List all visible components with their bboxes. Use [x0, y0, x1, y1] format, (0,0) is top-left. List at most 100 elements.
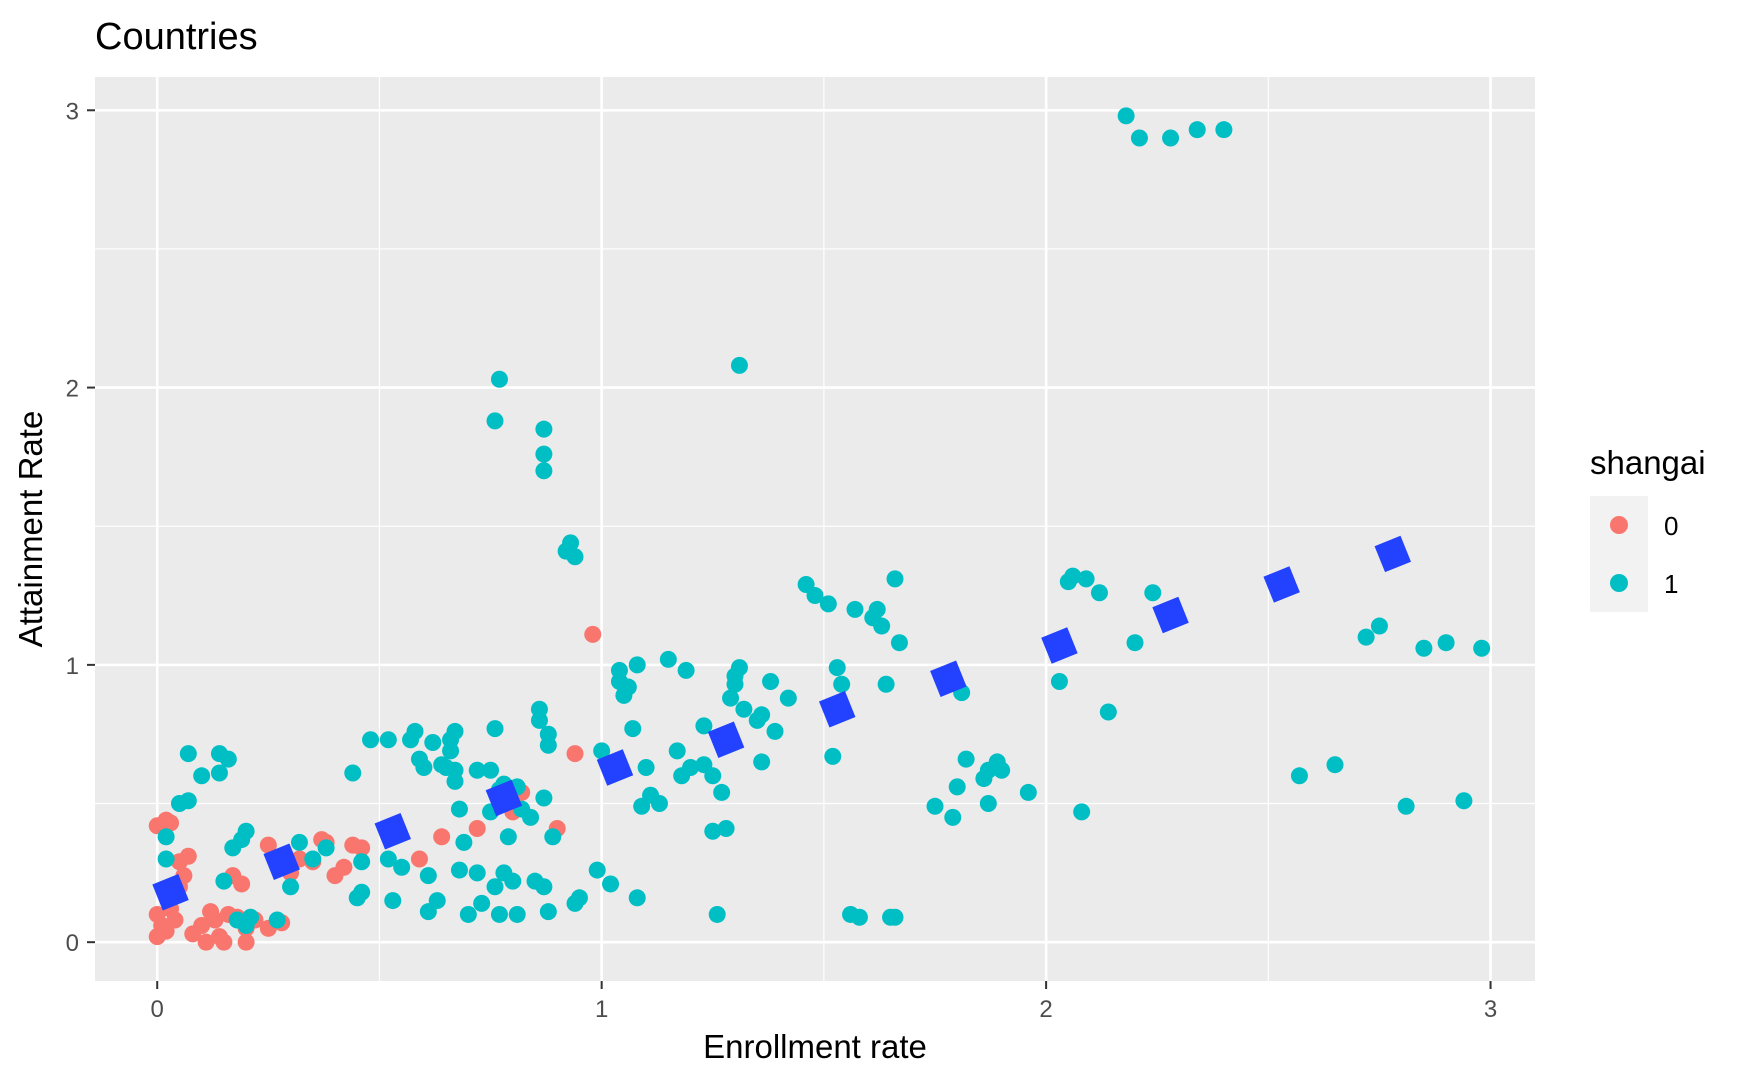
- legend-title: shangai: [1590, 444, 1706, 481]
- data-point-1: [539, 903, 557, 921]
- data-point-1: [948, 778, 966, 796]
- data-points: [148, 107, 1491, 951]
- data-point-1: [868, 600, 886, 618]
- data-point-0: [215, 933, 233, 951]
- data-point-1: [473, 894, 491, 912]
- data-point-1: [730, 659, 748, 677]
- fit-marker: [1263, 566, 1300, 603]
- data-point-0: [566, 745, 584, 763]
- data-point-1: [562, 534, 580, 552]
- data-point-1: [179, 745, 197, 763]
- data-point-1: [1455, 792, 1473, 810]
- data-point-1: [993, 761, 1011, 779]
- fit-marker: [263, 843, 300, 880]
- data-point-1: [468, 864, 486, 882]
- data-point-1: [886, 908, 904, 926]
- data-point-1: [1357, 628, 1375, 646]
- data-point-1: [628, 656, 646, 674]
- legend: shangai 0 1: [1590, 444, 1706, 612]
- data-point-1: [1126, 634, 1144, 652]
- data-point-1: [1144, 584, 1162, 602]
- data-point-1: [490, 370, 508, 388]
- data-point-1: [588, 861, 606, 879]
- data-point-1: [1326, 756, 1344, 774]
- data-point-1: [570, 889, 588, 907]
- data-point-1: [957, 750, 975, 768]
- data-point-1: [379, 850, 397, 868]
- x-axis-ticks: 0 1 2 3: [151, 981, 1497, 1023]
- x-tick-label: 2: [1039, 996, 1052, 1023]
- data-point-1: [504, 872, 522, 890]
- data-point-1: [819, 595, 837, 613]
- data-point-1: [344, 764, 362, 782]
- data-point-1: [1415, 639, 1433, 657]
- data-point-1: [1188, 121, 1206, 139]
- data-point-1: [499, 828, 517, 846]
- data-point-1: [1130, 129, 1148, 147]
- fit-marker: [818, 691, 856, 728]
- data-point-1: [593, 742, 611, 760]
- data-point-0: [410, 850, 428, 868]
- fit-marker: [930, 660, 967, 697]
- data-point-1: [459, 905, 477, 923]
- fit-marker: [485, 779, 523, 817]
- data-point-1: [215, 872, 233, 890]
- data-point-1: [1090, 584, 1108, 602]
- data-point-0: [197, 933, 215, 951]
- data-point-1: [1397, 797, 1415, 815]
- fit-marker: [1374, 535, 1412, 573]
- data-point-0: [237, 933, 255, 951]
- data-point-1: [406, 722, 424, 740]
- data-point-1: [659, 650, 677, 668]
- data-point-1: [530, 700, 548, 718]
- data-point-1: [1370, 617, 1388, 635]
- data-point-1: [486, 412, 504, 430]
- plot-panel: [95, 77, 1535, 981]
- data-point-1: [486, 720, 504, 738]
- data-point-1: [544, 828, 562, 846]
- data-point-1: [428, 892, 446, 910]
- data-point-1: [766, 722, 784, 740]
- data-point-1: [677, 661, 695, 679]
- data-point-1: [806, 587, 824, 605]
- data-point-1: [602, 875, 620, 893]
- legend-label-0: 0: [1664, 511, 1678, 541]
- data-point-0: [433, 828, 451, 846]
- data-point-1: [210, 764, 228, 782]
- data-point-1: [317, 839, 335, 857]
- data-point-1: [535, 462, 553, 480]
- data-point-1: [846, 600, 864, 618]
- data-point-1: [242, 908, 260, 926]
- data-point-0: [179, 847, 197, 865]
- data-point-1: [1473, 639, 1491, 657]
- data-point-1: [415, 758, 433, 776]
- series-1: [157, 107, 1491, 935]
- data-point-1: [304, 850, 322, 868]
- data-point-1: [508, 905, 526, 923]
- fit-marker: [707, 721, 745, 758]
- data-point-1: [535, 878, 553, 896]
- data-point-1: [522, 808, 540, 826]
- grid-minor: [95, 77, 1535, 981]
- data-point-1: [219, 750, 237, 768]
- data-point-1: [704, 767, 722, 785]
- data-point-1: [637, 758, 655, 776]
- data-point-1: [1099, 703, 1117, 721]
- fit-marker: [1152, 596, 1189, 634]
- data-point-1: [753, 706, 771, 724]
- data-point-1: [704, 822, 722, 840]
- data-point-1: [708, 905, 726, 923]
- data-point-1: [1290, 767, 1308, 785]
- data-point-1: [450, 800, 468, 818]
- data-point-1: [779, 689, 797, 707]
- data-point-1: [566, 548, 584, 566]
- data-point-1: [1215, 121, 1233, 139]
- data-point-1: [237, 822, 255, 840]
- y-tick-label: 3: [66, 98, 79, 125]
- fit-marker: [596, 749, 634, 786]
- data-point-1: [873, 617, 891, 635]
- data-point-1: [535, 445, 553, 463]
- chart-title: Countries: [95, 16, 258, 58]
- y-tick-label: 0: [66, 930, 79, 957]
- data-point-1: [450, 861, 468, 879]
